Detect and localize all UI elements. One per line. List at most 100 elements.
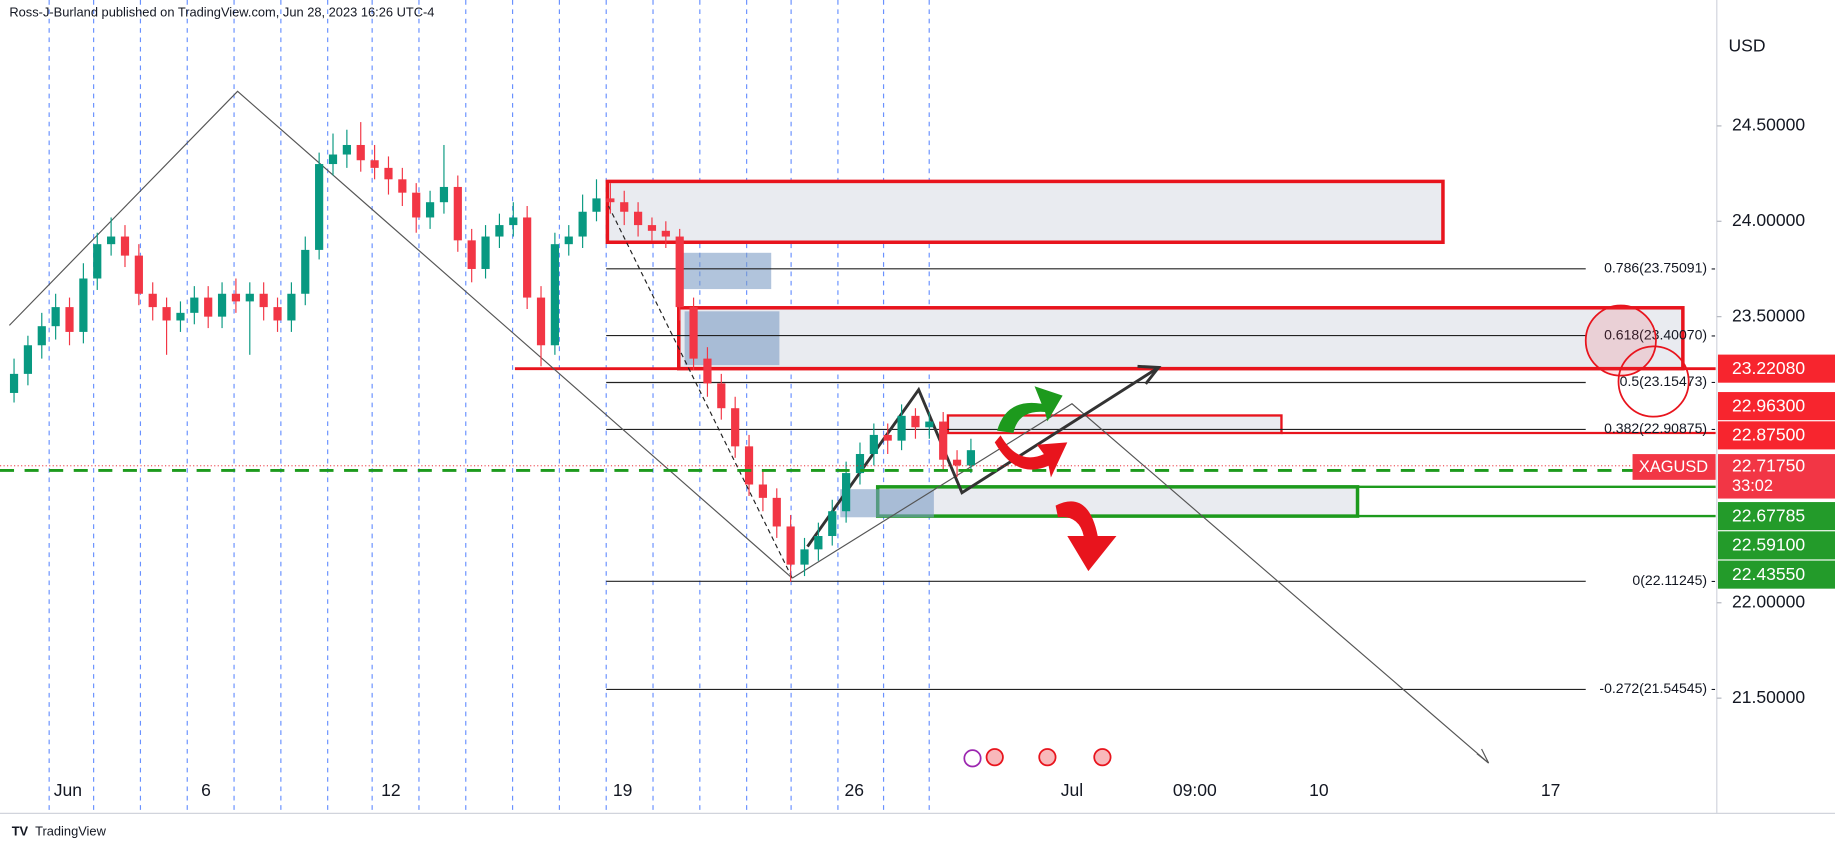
candle-body [509, 217, 518, 226]
candles [9, 122, 976, 582]
price-tag [1717, 354, 1835, 383]
price-tag-label: 22.59100 [1732, 535, 1805, 555]
candle-body [398, 179, 407, 193]
price-tag-label: 22.43550 [1732, 564, 1805, 584]
candle-body [301, 249, 310, 294]
candle-body [897, 415, 906, 441]
fib-label: 0(22.11245) - [1632, 572, 1716, 588]
price-tag-label: 23.22080 [1732, 358, 1805, 378]
last-price-label: 22.71750 [1732, 456, 1805, 476]
candle-body [453, 186, 462, 241]
candle-body [647, 225, 657, 231]
candle-body [966, 450, 976, 466]
currency: USD [1729, 35, 1766, 55]
candle-body [9, 373, 19, 393]
candle-body [620, 202, 629, 212]
price-tag [1717, 392, 1835, 421]
x-tick-label: Jun [54, 780, 82, 800]
candle-body [93, 244, 102, 279]
highlight-circle [1584, 304, 1657, 377]
event-icon [985, 748, 1004, 767]
candle-body [204, 297, 213, 317]
red-arrow [994, 435, 1068, 478]
candle-body [536, 297, 546, 346]
red-arrow [1055, 501, 1117, 572]
candle-body [578, 211, 587, 237]
fib-label: -0.272(21.54545) - [1599, 680, 1716, 696]
candle-body [661, 230, 670, 237]
event-icon [1038, 748, 1057, 767]
candle-body [606, 198, 615, 203]
fib-label: 0.786(23.75091) - [1604, 259, 1716, 275]
candle-body [550, 244, 559, 346]
price-tag-label: 22.96300 [1732, 395, 1805, 415]
event-icon [1093, 748, 1112, 767]
candle-body [439, 186, 449, 203]
arrow-head [1476, 748, 1490, 764]
publisher: Ross-J-Burland published on TradingView.… [9, 4, 434, 19]
y-tick-label: 24.00000 [1732, 210, 1805, 230]
session-lines [48, 0, 930, 814]
candle-body [287, 293, 296, 321]
candle-body [370, 160, 379, 168]
candle-body [758, 484, 768, 498]
x-tick-label: 12 [381, 780, 401, 800]
fib-label: 0.5(23.15473) - [1620, 373, 1716, 389]
candle-body [190, 297, 199, 313]
candle-body [245, 293, 254, 302]
x-tick-label: Jul [1061, 780, 1083, 800]
candle-body [717, 383, 726, 409]
footer-logo: TV [12, 823, 29, 838]
candle-body [328, 154, 338, 165]
candle-body [342, 144, 351, 155]
y-tick-label: 22.00000 [1732, 591, 1805, 611]
candle-body [675, 236, 684, 308]
candle-body [523, 217, 532, 298]
price-tag-label: 22.87500 [1732, 425, 1805, 445]
candle-body [356, 144, 365, 161]
candle-body [633, 211, 643, 226]
candle-body [162, 307, 171, 321]
candle-body [925, 421, 934, 428]
trend-line [791, 403, 1489, 764]
fib-trend [608, 205, 793, 579]
candle-body [134, 255, 143, 294]
candle-body [412, 192, 421, 218]
candle-body [231, 293, 241, 302]
price-tag [1717, 560, 1835, 589]
green-arrow [997, 386, 1063, 434]
arrow-head [1137, 364, 1162, 385]
candle-body [79, 278, 88, 332]
candle-body [65, 307, 74, 332]
candle-body [107, 236, 116, 245]
candle-body [273, 307, 282, 321]
candle-body [51, 307, 60, 327]
candle-body [120, 236, 130, 256]
y-tick-label: 23.50000 [1732, 305, 1805, 325]
price-tag [1717, 531, 1835, 560]
x-tick-label: 19 [613, 780, 633, 800]
event-icon [963, 749, 982, 768]
candle-body [703, 358, 712, 384]
candle-body [425, 202, 435, 218]
candle-body [259, 293, 268, 308]
candle-body [828, 511, 837, 537]
candle-body [148, 293, 157, 308]
candle-body [814, 536, 823, 550]
candle-body [564, 236, 573, 245]
fib-label: 0.618(23.40070) - [1604, 326, 1716, 342]
candle-body [744, 446, 754, 485]
price-tag [1717, 421, 1835, 450]
countdown: 33:02 [1732, 477, 1773, 495]
fvg-box [684, 311, 780, 366]
x-tick-label: 26 [845, 780, 865, 800]
price-tag-label: 22.67785 [1732, 505, 1805, 525]
y-tick-label: 21.50000 [1732, 687, 1805, 707]
fvg-box [840, 489, 934, 518]
candle-body [939, 421, 948, 460]
candle-body [731, 408, 740, 447]
fib-retracement: 0.786(23.75091) - 0.618(23.40070) - 0.5(23… [606, 259, 1716, 696]
x-tick-label: 09:00 [1173, 780, 1217, 800]
candle-body [592, 198, 601, 212]
